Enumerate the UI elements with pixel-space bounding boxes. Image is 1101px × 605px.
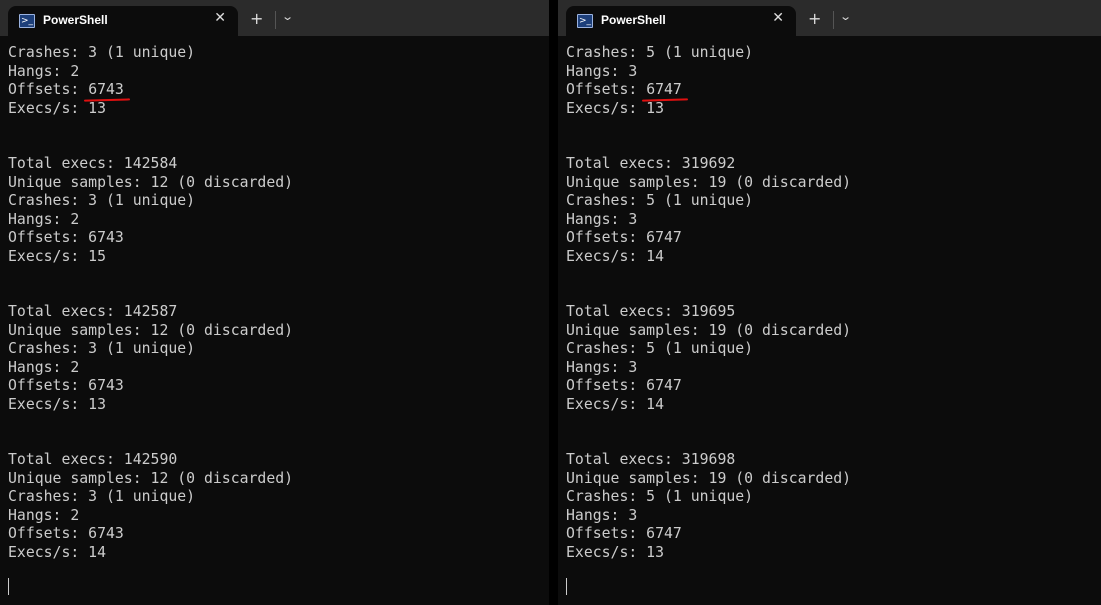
blank-line [566, 266, 851, 285]
output-line: Unique samples: 19 (0 discarded) [566, 469, 852, 487]
blank-line [566, 285, 851, 304]
divider [275, 11, 276, 29]
output-line: Crashes: 5 (1 unique) [566, 192, 754, 209]
output-line: Offsets: 6743 [8, 525, 124, 542]
output-line: Execs/s: 14 [566, 247, 664, 265]
tab-powershell[interactable]: >_ PowerShell ✕ [8, 6, 238, 36]
blank-line [566, 414, 851, 433]
output-line: Execs/s: 13 [8, 99, 106, 117]
output-line: Offsets: 6747 [566, 377, 682, 394]
output-line: Total execs: 319695 [566, 303, 736, 320]
blank-line [566, 137, 851, 156]
output-line: Execs/s: 15 [8, 247, 106, 265]
output-line: Hangs: 2 [8, 62, 80, 80]
text-cursor [566, 578, 567, 595]
output-line: Offsets: 6747 [566, 81, 851, 100]
blank-line [566, 118, 851, 137]
title-bar: >_ PowerShell ✕ + ⌄ [0, 0, 549, 36]
output-line: Crashes: 5 (1 unique) [566, 488, 754, 505]
output-line: Unique samples: 19 (0 discarded) [566, 173, 852, 191]
output-line: Crashes: 3 (1 unique) [8, 488, 196, 505]
output-line: Offsets: 6743 [8, 81, 293, 100]
chevron-down-icon[interactable]: ⌄ [281, 10, 295, 23]
blank-line [8, 266, 293, 285]
output-line: Offsets: 6747 [566, 525, 682, 542]
output-line: Crashes: 3 (1 unique) [8, 340, 196, 357]
offsets-value-underlined: 6743 [88, 81, 124, 98]
title-bar: >_ PowerShell ✕ + ⌄ [558, 0, 1101, 36]
terminal-window-right: >_ PowerShell ✕ + ⌄ Crashes: 5 (1 unique… [558, 0, 1101, 605]
output-line: Unique samples: 12 (0 discarded) [8, 321, 294, 339]
close-icon[interactable]: ✕ [214, 10, 226, 26]
chevron-down-icon[interactable]: ⌄ [839, 10, 853, 23]
output-line: Hangs: 3 [566, 210, 638, 228]
output-line: Crashes: 3 (1 unique) [8, 192, 196, 209]
output-line: Crashes: 5 (1 unique) [566, 340, 754, 357]
terminal-window-left: >_ PowerShell ✕ + ⌄ Crashes: 3 (1 unique… [0, 0, 549, 605]
tab-title: PowerShell [601, 13, 666, 27]
plus-icon[interactable]: + [808, 9, 822, 28]
output-line: Execs/s: 13 [8, 395, 106, 413]
output-line: Hangs: 2 [8, 210, 80, 228]
output-line: Unique samples: 12 (0 discarded) [8, 173, 294, 191]
powershell-icon: >_ [577, 14, 593, 28]
output-line: Hangs: 2 [8, 358, 80, 376]
plus-icon[interactable]: + [250, 9, 264, 28]
divider [833, 11, 834, 29]
output-line: Unique samples: 19 (0 discarded) [566, 321, 852, 339]
blank-line [8, 414, 293, 433]
output-line: Execs/s: 14 [8, 543, 106, 561]
blank-line [8, 137, 293, 156]
output-line: Offsets: 6743 [8, 377, 124, 394]
powershell-icon: >_ [19, 14, 35, 28]
output-line: Total execs: 319692 [566, 155, 736, 172]
output-line: Unique samples: 12 (0 discarded) [8, 469, 294, 487]
tab-powershell[interactable]: >_ PowerShell ✕ [566, 6, 796, 36]
output-line: Offsets: 6743 [8, 229, 124, 246]
terminal-output[interactable]: Crashes: 3 (1 unique) Hangs: 2 Offsets: … [8, 44, 293, 562]
output-line: Hangs: 3 [566, 62, 638, 80]
close-icon[interactable]: ✕ [772, 10, 784, 26]
output-line: Total execs: 142584 [8, 155, 178, 172]
output-line: Total execs: 142587 [8, 303, 178, 320]
output-line: Execs/s: 13 [566, 99, 664, 117]
output-line: Execs/s: 14 [566, 395, 664, 413]
output-line: Hangs: 3 [566, 506, 638, 524]
blank-line [8, 285, 293, 304]
output-line: Hangs: 3 [566, 358, 638, 376]
output-line: Hangs: 2 [8, 506, 80, 524]
output-line: Offsets: 6747 [566, 229, 682, 246]
blank-line [566, 433, 851, 452]
output-line: Total execs: 142590 [8, 451, 178, 468]
blank-line [8, 118, 293, 137]
output-line: Execs/s: 13 [566, 543, 664, 561]
text-cursor [8, 578, 9, 595]
output-line: Crashes: 3 (1 unique) [8, 44, 196, 61]
offsets-value-underlined: 6747 [646, 81, 682, 98]
terminal-output[interactable]: Crashes: 5 (1 unique) Hangs: 3 Offsets: … [566, 44, 851, 562]
output-line: Total execs: 319698 [566, 451, 736, 468]
tab-title: PowerShell [43, 13, 108, 27]
blank-line [8, 433, 293, 452]
output-line: Crashes: 5 (1 unique) [566, 44, 754, 61]
offsets-label: Offsets: [8, 81, 89, 98]
offsets-label: Offsets: [566, 81, 647, 98]
